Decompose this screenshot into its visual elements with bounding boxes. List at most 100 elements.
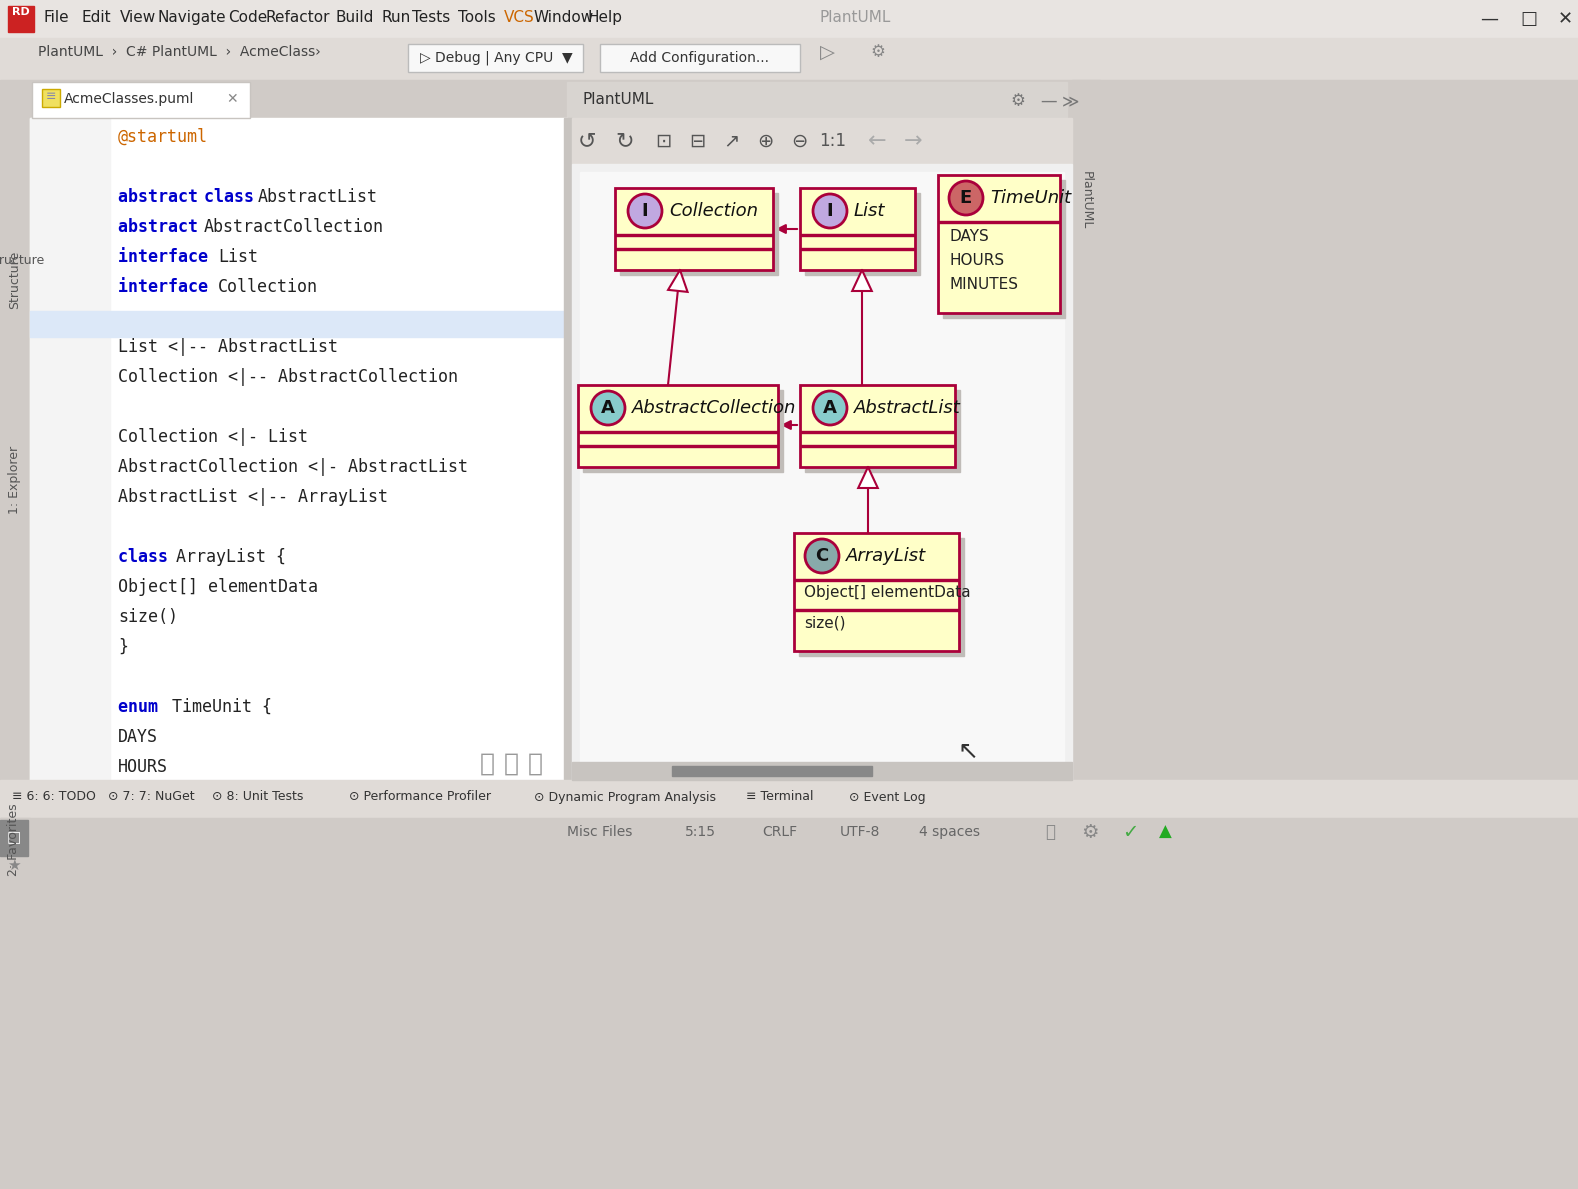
Bar bbox=[571, 762, 1071, 780]
Text: Structure: Structure bbox=[0, 253, 44, 266]
Text: Run: Run bbox=[382, 10, 412, 25]
Circle shape bbox=[948, 181, 983, 215]
Text: VCS: VCS bbox=[503, 10, 535, 25]
Text: ⊟: ⊟ bbox=[690, 132, 705, 151]
Text: □: □ bbox=[6, 830, 21, 845]
Text: List: List bbox=[218, 249, 257, 266]
Bar bbox=[0, 818, 1578, 858]
Text: Structure: Structure bbox=[8, 251, 22, 309]
Text: TimeUnit {: TimeUnit { bbox=[172, 698, 271, 716]
Text: ↖: ↖ bbox=[958, 740, 978, 765]
Text: PlantUML: PlantUML bbox=[821, 10, 892, 25]
Text: ArrayList: ArrayList bbox=[846, 547, 926, 565]
Text: —: — bbox=[1040, 92, 1057, 111]
Text: I: I bbox=[827, 202, 833, 220]
Text: 1:1: 1:1 bbox=[819, 132, 846, 150]
Text: ▲: ▲ bbox=[1158, 823, 1171, 841]
Text: CRLF: CRLF bbox=[762, 825, 797, 839]
Text: ≡ 6: 6: TODO: ≡ 6: 6: TODO bbox=[13, 791, 96, 804]
Text: ←: ← bbox=[868, 131, 887, 151]
Bar bbox=[615, 188, 773, 270]
Bar bbox=[0, 0, 1578, 38]
Text: ⏸: ⏸ bbox=[529, 751, 543, 776]
Bar bbox=[672, 766, 873, 776]
Text: →: → bbox=[904, 131, 922, 151]
Bar bbox=[578, 385, 778, 467]
Bar bbox=[43, 89, 60, 107]
Text: AbstractList <|-- ArrayList: AbstractList <|-- ArrayList bbox=[118, 487, 388, 507]
Text: View: View bbox=[120, 10, 156, 25]
Text: ⚙: ⚙ bbox=[869, 43, 885, 61]
Text: ⊙ 8: Unit Tests: ⊙ 8: Unit Tests bbox=[211, 791, 303, 804]
Text: enum: enum bbox=[118, 698, 167, 716]
Text: DAYS: DAYS bbox=[950, 229, 989, 244]
Bar bbox=[30, 118, 110, 780]
Text: AbstractCollection: AbstractCollection bbox=[633, 400, 797, 417]
Text: 🔒: 🔒 bbox=[1045, 823, 1056, 841]
Text: A: A bbox=[824, 400, 836, 417]
Text: I: I bbox=[642, 202, 649, 220]
Text: ⊙ Dynamic Program Analysis: ⊙ Dynamic Program Analysis bbox=[533, 791, 715, 804]
Text: AbstractCollection <|- AbstractList: AbstractCollection <|- AbstractList bbox=[118, 458, 469, 476]
Text: ⊕: ⊕ bbox=[757, 132, 773, 151]
Text: ✕: ✕ bbox=[226, 92, 238, 106]
Text: Window: Window bbox=[533, 10, 595, 25]
Bar bbox=[802, 445, 955, 447]
Text: ⏸: ⏸ bbox=[503, 751, 519, 776]
Text: HOURS: HOURS bbox=[118, 759, 167, 776]
Bar bbox=[0, 780, 1578, 818]
Text: DAYS: DAYS bbox=[118, 728, 158, 746]
Bar bbox=[944, 180, 1065, 317]
Text: Misc Files: Misc Files bbox=[568, 825, 633, 839]
Text: ⏸: ⏸ bbox=[480, 751, 495, 776]
Text: C: C bbox=[816, 547, 828, 565]
Bar bbox=[30, 312, 567, 336]
Text: Refactor: Refactor bbox=[267, 10, 330, 25]
Text: AbstractList: AbstractList bbox=[257, 188, 379, 206]
Bar bbox=[571, 164, 1071, 780]
Bar bbox=[805, 390, 959, 472]
Text: Build: Build bbox=[336, 10, 374, 25]
Text: class: class bbox=[118, 548, 178, 566]
Text: ⊙ Performance Profiler: ⊙ Performance Profiler bbox=[349, 791, 491, 804]
Bar bbox=[0, 818, 30, 858]
Text: Add Configuration...: Add Configuration... bbox=[631, 51, 770, 65]
Text: abstract: abstract bbox=[118, 188, 208, 206]
Text: Help: Help bbox=[589, 10, 623, 25]
Text: ArrayList {: ArrayList { bbox=[177, 548, 286, 566]
Text: }: } bbox=[118, 638, 128, 656]
Text: Collection: Collection bbox=[669, 202, 757, 220]
Bar bbox=[620, 193, 778, 275]
Text: Object[] elementData: Object[] elementData bbox=[805, 585, 970, 600]
Text: interface: interface bbox=[118, 278, 218, 296]
Bar bbox=[8, 6, 35, 32]
Bar bbox=[939, 221, 1059, 224]
Bar bbox=[32, 82, 249, 118]
Circle shape bbox=[628, 194, 663, 228]
Text: 4 spaces: 4 spaces bbox=[920, 825, 980, 839]
Text: ↺: ↺ bbox=[578, 131, 596, 151]
Text: 5:15: 5:15 bbox=[685, 825, 715, 839]
Text: ⊖: ⊖ bbox=[791, 132, 808, 151]
Bar bbox=[615, 234, 772, 235]
Text: ★: ★ bbox=[8, 858, 21, 873]
Text: Code: Code bbox=[227, 10, 267, 25]
Bar bbox=[567, 82, 1067, 118]
Text: ▷: ▷ bbox=[821, 43, 835, 62]
Text: Collection <|- List: Collection <|- List bbox=[118, 428, 308, 446]
Text: ✕: ✕ bbox=[1557, 10, 1573, 29]
Bar bbox=[600, 44, 800, 73]
Text: ≡: ≡ bbox=[46, 90, 57, 103]
Bar bbox=[30, 118, 567, 780]
Text: ↻: ↻ bbox=[615, 131, 634, 151]
Text: AbstractList: AbstractList bbox=[854, 400, 961, 417]
Bar bbox=[579, 430, 776, 433]
Text: HOURS: HOURS bbox=[950, 253, 1005, 268]
Text: RD: RD bbox=[13, 7, 30, 17]
Bar bbox=[800, 188, 915, 270]
Text: ≡ Terminal: ≡ Terminal bbox=[745, 791, 813, 804]
Text: AcmeClasses.puml: AcmeClasses.puml bbox=[65, 92, 194, 106]
Text: PlantUML: PlantUML bbox=[1079, 171, 1092, 229]
Text: ⊡: ⊡ bbox=[655, 132, 671, 151]
Text: File: File bbox=[44, 10, 69, 25]
